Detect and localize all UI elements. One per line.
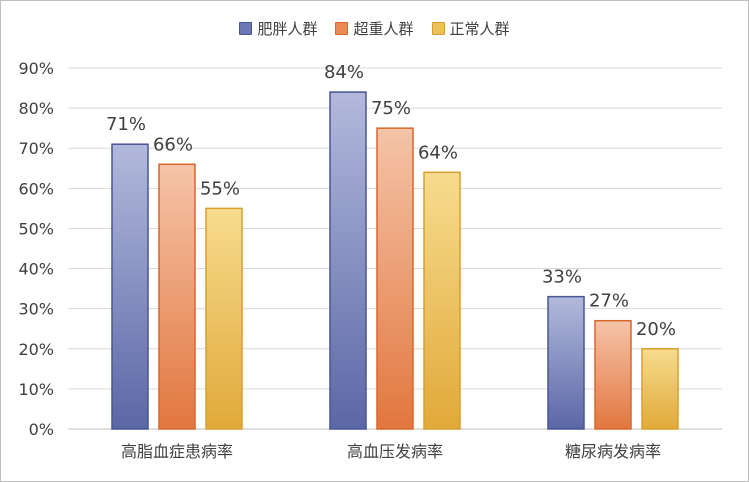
bar (376, 127, 414, 430)
y-tick-label: 20% (18, 340, 54, 359)
legend-swatch-overweight (335, 22, 349, 35)
data-label: 84% (324, 62, 364, 83)
y-tick-label: 80% (18, 99, 54, 118)
bar (641, 348, 679, 430)
y-tick-label: 60% (18, 179, 54, 198)
bar (205, 207, 243, 430)
legend-swatch-normal (431, 22, 445, 35)
y-tick-label: 70% (18, 139, 54, 158)
y-axis-ticks: 0% 10% 20% 30% 40% 50% 60% 70% 80% 90% (18, 59, 54, 439)
bar (158, 163, 196, 430)
legend-item-obese: 肥胖人群 (239, 18, 317, 39)
bar (111, 143, 149, 430)
data-label: 20% (636, 319, 676, 340)
y-tick-label: 90% (18, 59, 54, 78)
y-tick-label: 10% (18, 380, 54, 399)
data-label: 64% (418, 142, 458, 163)
x-axis-ticks: 高脂血症患病率 高血压发病率 糖尿病发病率 (121, 442, 661, 461)
y-tick-label: 0% (29, 420, 54, 439)
data-label: 27% (589, 291, 629, 312)
legend-item-overweight: 超重人群 (335, 18, 414, 39)
x-tick-label: 高血压发病率 (347, 442, 443, 461)
bar (329, 91, 367, 430)
legend: 肥胖人群 超重人群 正常人群 (0, 18, 749, 39)
y-tick-label: 30% (18, 300, 54, 319)
legend-label-normal: 正常人群 (449, 20, 510, 38)
bar (423, 171, 461, 430)
data-label: 33% (542, 267, 582, 288)
value-labels: 71% 66% 55% 84% 75% 64% 33% 27% 20% (106, 62, 676, 340)
data-label: 75% (371, 98, 411, 119)
data-label: 71% (106, 114, 146, 135)
bars (111, 91, 679, 430)
legend-label-overweight: 超重人群 (353, 20, 414, 38)
bar (594, 319, 632, 430)
bar (547, 295, 585, 430)
y-tick-label: 50% (18, 219, 54, 238)
legend-swatch-obese (239, 22, 253, 35)
data-label: 66% (153, 134, 193, 155)
legend-item-normal: 正常人群 (431, 18, 510, 39)
x-tick-label: 高脂血症患病率 (121, 442, 233, 461)
data-label: 55% (200, 178, 240, 199)
x-tick-label: 糖尿病发病率 (565, 442, 661, 461)
y-tick-label: 40% (18, 260, 54, 279)
legend-label-obese: 肥胖人群 (257, 20, 318, 38)
